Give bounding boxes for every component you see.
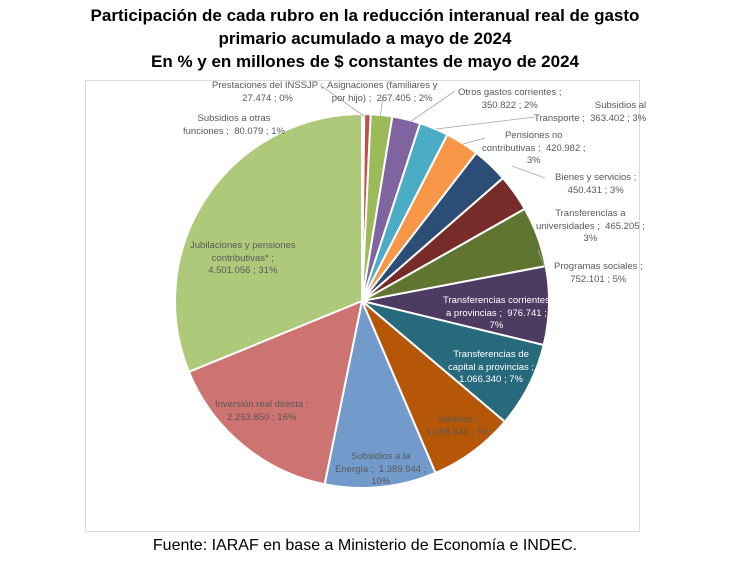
chart-subtitle: En % y en millones de $ constantes de ma… — [151, 52, 579, 71]
data-label-universidades: Transferencias a universidades ; 465.205… — [536, 208, 645, 244]
chart-title: Participación de cada rubro en la reducc… — [90, 6, 640, 48]
data-label-transporte: Subsidios al Transporte ; 363.402 ; 3% — [534, 100, 647, 124]
chart-area — [85, 80, 640, 532]
data-label-inssjp: Prestaciones del INSSJP ; 27.474 ; 0% — [212, 80, 324, 104]
data-label-bienes: Bienes y servicios ; 450.431 ; 3% — [555, 172, 637, 196]
data-label-transf-capital: Transferencias de capital a provincias ;… — [448, 349, 535, 385]
data-label-otros-gastos: Otros gastos corrientes ; 350.822 ; 2% — [458, 87, 562, 111]
leader-lines — [319, 84, 546, 268]
data-label-energia: Subsidios a la Energía ; 1.389.944 ; 10% — [335, 451, 427, 487]
pie-slice-subsidios-a-la-energia — [323, 297, 437, 489]
data-label-programas-sociales: Programas sociales ; 752.101 ; 5% — [554, 261, 643, 285]
data-label-subsidios-otras: Subsidios a otras funciones ; 80.079 ; 1… — [183, 113, 285, 137]
data-label-jubilaciones: Jubilaciones y pensiones contributivas* … — [190, 240, 296, 276]
data-label-salarios: Salarios ; 1.068.344 ; 7% — [426, 414, 490, 438]
data-label-inversion: Inversión real directa ; 2.253.850 ; 16% — [215, 399, 309, 423]
data-label-pensiones: Pensiones no contributivas ; 420.982 ; 3… — [482, 130, 586, 166]
pie-slice-inversion-real-directa — [187, 299, 364, 486]
data-label-asignaciones: Asignaciones (familiares y por hijo) ; 2… — [327, 80, 438, 104]
source-note: Fuente: IARAF en base a Ministerio de Ec… — [152, 537, 578, 554]
data-label-transf-corrientes: Transferencias corrientes a provincias ;… — [443, 295, 550, 331]
pie-slice-jubilaciones-y-pensiones-contributivas — [174, 112, 363, 374]
